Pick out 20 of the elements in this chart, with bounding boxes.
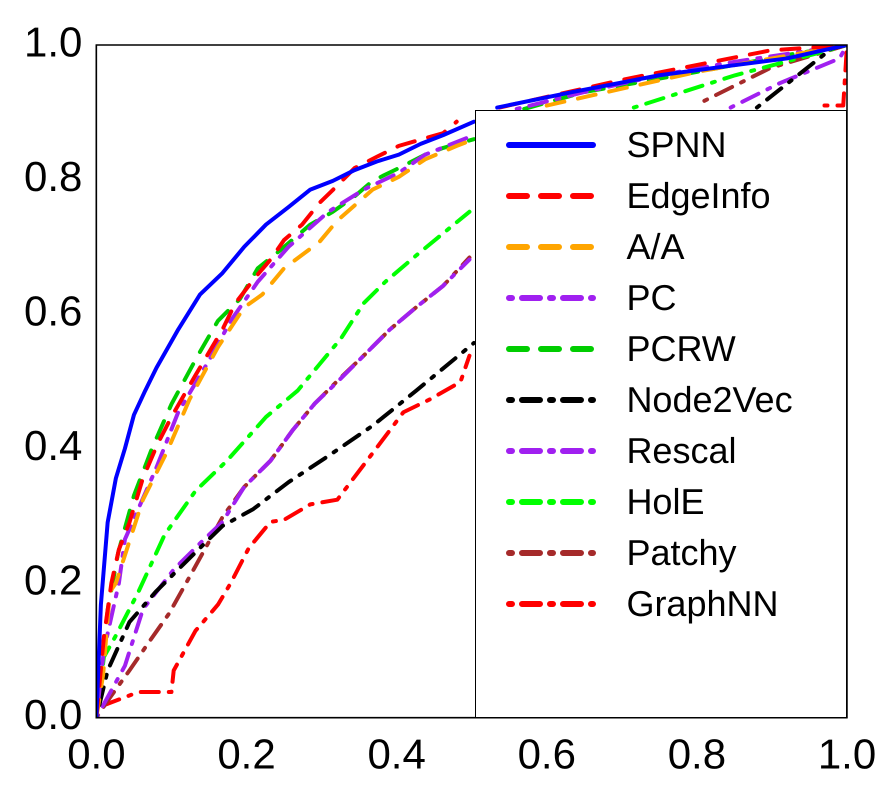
y-tick-label: 0.8: [24, 153, 82, 200]
legend-label: PCRW: [626, 328, 736, 370]
y-tick-label: 0.6: [24, 288, 82, 335]
legend-label: EdgeInfo: [626, 174, 771, 217]
legend-label: GraphNN: [626, 582, 778, 625]
legend-label: Rescal: [626, 430, 736, 472]
legend-label: HolE: [626, 480, 704, 523]
legend-label: Node2Vec: [626, 378, 793, 421]
x-tick-label: 0.2: [217, 730, 276, 778]
legend-label: SPNN: [626, 124, 726, 166]
y-tick-label: 0.4: [24, 422, 82, 470]
x-tick-label: 0.6: [518, 730, 576, 778]
legend-label: PC: [626, 276, 676, 319]
y-tick-label: 0.2: [24, 556, 82, 604]
legend-label: Patchy: [626, 532, 736, 574]
y-tick-label: 1.0: [24, 18, 82, 66]
x-tick-label: 1.0: [818, 730, 876, 778]
x-tick-label: 0.8: [668, 730, 726, 778]
legend-label: A/A: [626, 226, 684, 268]
x-tick-label: 0.4: [367, 730, 426, 778]
